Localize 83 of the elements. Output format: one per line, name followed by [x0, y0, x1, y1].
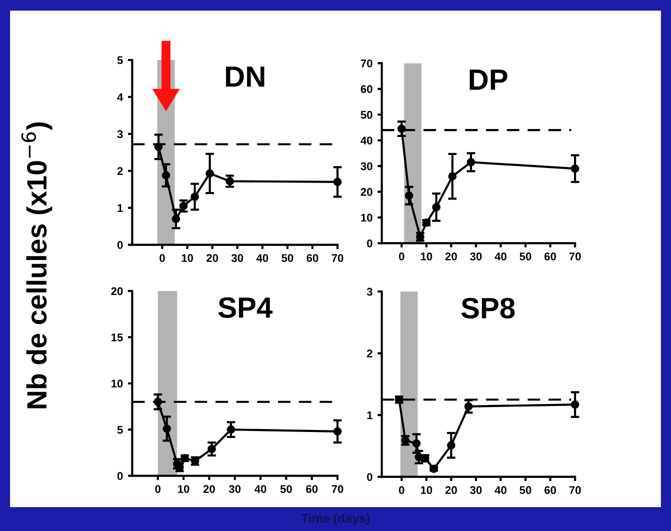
y-tick-label: 1	[367, 411, 372, 420]
point	[448, 172, 457, 181]
y-tick-label: 20	[360, 188, 372, 196]
y-tick-label: 15	[112, 334, 123, 342]
y-tick-label: 30	[360, 162, 372, 170]
x-tick-label: 20	[445, 252, 457, 260]
y-tick-label: 3	[366, 288, 372, 296]
chart-title: SP4	[218, 297, 273, 318]
y-tick-label: 0	[117, 472, 123, 480]
y-tick-label: 10	[112, 380, 123, 388]
y-tick-label: 2	[117, 167, 123, 175]
point	[412, 439, 421, 448]
x-tick-label: 0	[160, 254, 165, 262]
point	[333, 427, 342, 436]
y-tick-label: 3	[117, 130, 123, 138]
point	[570, 164, 580, 173]
point	[404, 191, 414, 200]
x-tick-label: 0	[155, 485, 160, 493]
point	[570, 400, 580, 409]
y-tick-label: 70	[360, 59, 372, 68]
y-tick-label: 5	[117, 426, 123, 434]
point	[226, 177, 234, 186]
x-tick-label: 60	[306, 254, 318, 262]
y-tick-label: 0	[367, 473, 372, 481]
point	[226, 425, 236, 434]
y-tick-label: 0	[367, 239, 372, 248]
x-tick-label: 50	[520, 486, 532, 494]
x-tick-label: 20	[206, 254, 218, 262]
chart-title: SP8	[461, 298, 515, 318]
x-tick-label: 50	[280, 485, 292, 493]
y-tick-label: 1	[118, 204, 123, 212]
y-tick-label: 5	[117, 56, 123, 64]
point	[154, 398, 162, 406]
point	[172, 214, 180, 224]
chart-title: DN	[226, 66, 264, 87]
y-tick-label: 10	[361, 214, 372, 222]
x-tick-label: 0	[398, 252, 404, 260]
x-tick-label: 20	[203, 485, 215, 493]
y-tick-label: 0	[117, 241, 123, 249]
x-tick-label: 40	[494, 486, 506, 494]
point	[154, 142, 163, 152]
point	[432, 203, 440, 212]
y-tick-label: 60	[360, 85, 372, 94]
x-tick-label: 40	[256, 254, 268, 262]
x-axis-title: Time (days)	[301, 513, 370, 526]
chart-title: DP	[470, 70, 508, 90]
point	[466, 158, 476, 166]
point	[208, 444, 216, 454]
x-tick-label: 70	[569, 252, 581, 260]
x-tick-label: 70	[332, 254, 344, 262]
x-tick-label: 10	[420, 486, 432, 494]
y-tick-label: 20	[111, 287, 123, 296]
x-tick-label: 10	[178, 485, 190, 493]
y-tick-label: 50	[360, 110, 372, 119]
x-tick-label: 50	[282, 254, 294, 262]
x-tick-label: 70	[332, 485, 344, 493]
point	[206, 169, 214, 178]
y-tick-label: 40	[360, 136, 372, 144]
point	[397, 124, 406, 133]
x-tick-label: 30	[231, 254, 244, 262]
x-tick-label: 20	[445, 486, 457, 494]
x-tick-label: 50	[520, 252, 532, 260]
point	[447, 441, 456, 450]
x-tick-label: 30	[470, 486, 482, 494]
y-tick-label: 2	[366, 350, 372, 358]
x-tick-label: 0	[398, 486, 404, 494]
point	[162, 171, 170, 180]
x-tick-label: 70	[569, 486, 581, 494]
x-tick-label: 40	[494, 252, 506, 260]
point	[162, 424, 172, 433]
point	[190, 192, 199, 201]
x-tick-label: 30	[228, 485, 241, 493]
x-tick-label: 10	[182, 254, 193, 262]
y-tick-label: 4	[117, 93, 124, 101]
x-tick-label: 60	[544, 252, 556, 260]
x-tick-label: 40	[254, 485, 266, 493]
y-axis-title: Nb de cellules (x10$^{−6}$)	[21, 122, 52, 408]
x-tick-label: 10	[420, 252, 432, 260]
x-tick-label: 30	[470, 252, 482, 260]
x-tick-label: 60	[306, 485, 318, 493]
point	[333, 178, 342, 186]
x-tick-label: 60	[544, 486, 556, 494]
point	[464, 402, 473, 411]
